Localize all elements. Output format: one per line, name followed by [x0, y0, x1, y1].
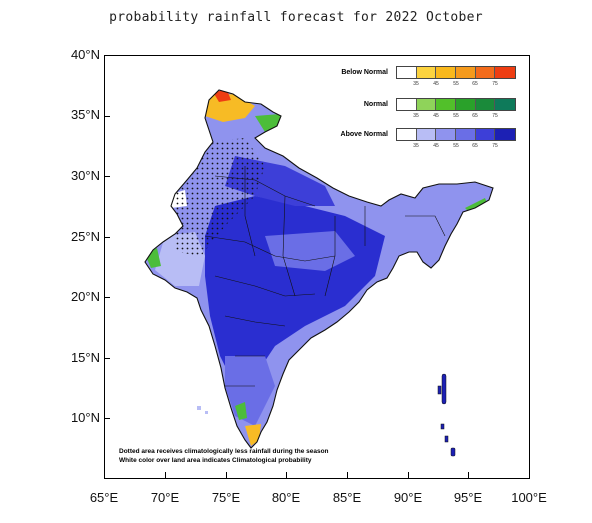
legend-above-normal-bar [396, 128, 517, 141]
lat-tick-label: 25°N [70, 229, 100, 244]
lon-tick-label: 85°E [332, 490, 362, 505]
legend-swatch [397, 99, 417, 110]
lon-tick-mark [226, 472, 227, 478]
lon-tick-mark [408, 472, 409, 478]
legend-tick: 55 [453, 113, 459, 119]
legend-swatch [495, 67, 516, 78]
legend-swatch [416, 67, 437, 78]
india-map [144, 89, 494, 457]
legend-swatch [436, 67, 457, 78]
lon-tick-label: 100°E [511, 490, 547, 505]
lat-tick-label: 35°N [70, 107, 100, 122]
lat-tick-label: 10°N [70, 410, 100, 425]
lat-tick-mark [104, 297, 110, 298]
legend-tick: 75 [492, 113, 498, 119]
legend-swatch [416, 99, 437, 110]
andaman-islands [437, 373, 456, 457]
lon-tick-mark [529, 472, 530, 478]
legend-swatch [495, 99, 516, 110]
below-normal-south-tip [245, 424, 261, 446]
lon-tick-mark [165, 472, 166, 478]
lat-tick-label: 40°N [70, 47, 100, 62]
legend-below-normal-bar [396, 66, 517, 79]
legend-swatch [456, 129, 476, 140]
legend-swatch [397, 129, 417, 140]
legend-swatch [416, 129, 437, 140]
south-islands [197, 406, 208, 414]
legend-tick: 65 [472, 113, 478, 119]
state-boundaries [204, 166, 446, 387]
normal-south-patch [235, 402, 247, 420]
lon-tick-label: 90°E [393, 490, 423, 505]
legend-tick: 55 [453, 143, 459, 149]
legend-swatch [456, 67, 476, 78]
lat-tick-mark [104, 116, 110, 117]
legend-swatch [436, 129, 457, 140]
lon-tick-label: 95°E [453, 490, 483, 505]
lat-tick-mark [104, 55, 110, 56]
lat-tick-mark [104, 176, 110, 177]
legend-swatch [397, 67, 417, 78]
legend-tick: 35 [413, 143, 419, 149]
legend-tick: 35 [413, 81, 419, 87]
lon-tick-mark [286, 472, 287, 478]
legend-normal-bar [396, 98, 517, 111]
above-normal-central [265, 231, 355, 271]
legend-below-normal-label: Below Normal [341, 69, 388, 76]
legend-normal-label: Normal [363, 101, 388, 108]
note-dotted-area: Dotted area receives climatologically le… [119, 448, 329, 455]
legend-tick: 45 [433, 143, 439, 149]
legend-tick: 65 [472, 81, 478, 87]
legend-swatch [495, 129, 516, 140]
legend-tick: 65 [472, 143, 478, 149]
legend-tick: 55 [453, 81, 459, 87]
lat-tick-label: 30°N [70, 168, 100, 183]
below-normal-north [201, 94, 255, 122]
legend-tick: 45 [433, 113, 439, 119]
note-white-color: White color over land area indicates Cli… [119, 457, 312, 464]
chart-title: probability rainfall forecast for 2022 O… [109, 10, 483, 25]
lon-tick-label: 70°E [150, 490, 180, 505]
lon-tick-mark [468, 472, 469, 478]
legend-tick: 45 [433, 81, 439, 87]
legend-swatch [436, 99, 457, 110]
lat-tick-label: 15°N [70, 350, 100, 365]
map-frame: Below Normal 35 45 55 65 75 Normal 35 45… [104, 55, 530, 479]
legend-tick: 75 [492, 81, 498, 87]
lon-tick-label: 80°E [271, 490, 301, 505]
lat-tick-mark [104, 237, 110, 238]
legend-above-normal-label: Above Normal [340, 131, 388, 138]
lon-tick-label: 65°E [89, 490, 119, 505]
below-normal-core [213, 90, 231, 102]
lat-tick-label: 20°N [70, 289, 100, 304]
lon-tick-mark [104, 472, 105, 478]
legend-swatch [475, 67, 496, 78]
legend-tick: 35 [413, 113, 419, 119]
lon-tick-mark [347, 472, 348, 478]
lon-tick-label: 75°E [211, 490, 241, 505]
lat-tick-mark [104, 358, 110, 359]
legend-swatch [475, 129, 496, 140]
legend-swatch [456, 99, 476, 110]
legend-swatch [475, 99, 496, 110]
legend-tick: 75 [492, 143, 498, 149]
lat-tick-mark [104, 418, 110, 419]
